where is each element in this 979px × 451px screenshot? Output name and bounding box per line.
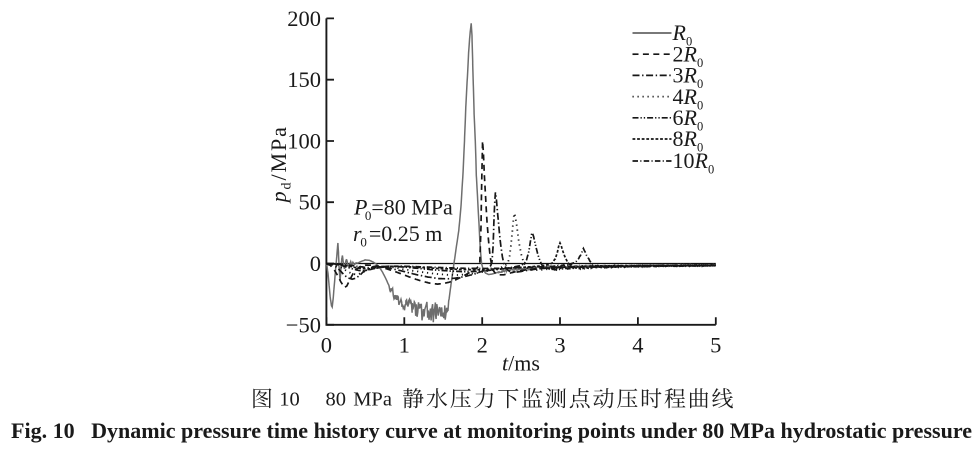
svg-text:2: 2 xyxy=(477,333,488,358)
svg-text:3R0: 3R0 xyxy=(673,63,704,92)
svg-text:3: 3 xyxy=(554,333,565,358)
svg-text:0: 0 xyxy=(321,333,332,358)
svg-text:1: 1 xyxy=(399,333,410,358)
svg-text:4: 4 xyxy=(632,333,643,358)
svg-text:10: 10 xyxy=(279,388,300,410)
svg-text:pd/MPa: pd/MPa xyxy=(266,125,295,204)
svg-text:R0: R0 xyxy=(672,20,693,49)
svg-text:8R0: 8R0 xyxy=(673,126,704,155)
svg-text:6R0: 6R0 xyxy=(673,105,704,134)
svg-text:MPa: MPa xyxy=(353,388,392,410)
svg-text:Fig. 10 Dynamic pressure tim: Fig. 10 Dynamic pressure time history cu… xyxy=(11,418,972,443)
svg-text:r0=0.25 m: r0=0.25 m xyxy=(353,221,442,249)
svg-text:150: 150 xyxy=(287,67,321,92)
svg-text:5: 5 xyxy=(710,333,721,358)
svg-text:−50: −50 xyxy=(286,312,321,337)
svg-text:50: 50 xyxy=(299,190,322,215)
svg-text:0: 0 xyxy=(310,251,321,276)
svg-text:P0=80 MPa: P0=80 MPa xyxy=(353,195,453,223)
svg-text:100: 100 xyxy=(287,129,321,154)
svg-text:80: 80 xyxy=(326,388,347,410)
svg-text:t/ms: t/ms xyxy=(502,351,540,376)
svg-text:10R0: 10R0 xyxy=(673,148,715,177)
svg-text:200: 200 xyxy=(287,6,321,31)
